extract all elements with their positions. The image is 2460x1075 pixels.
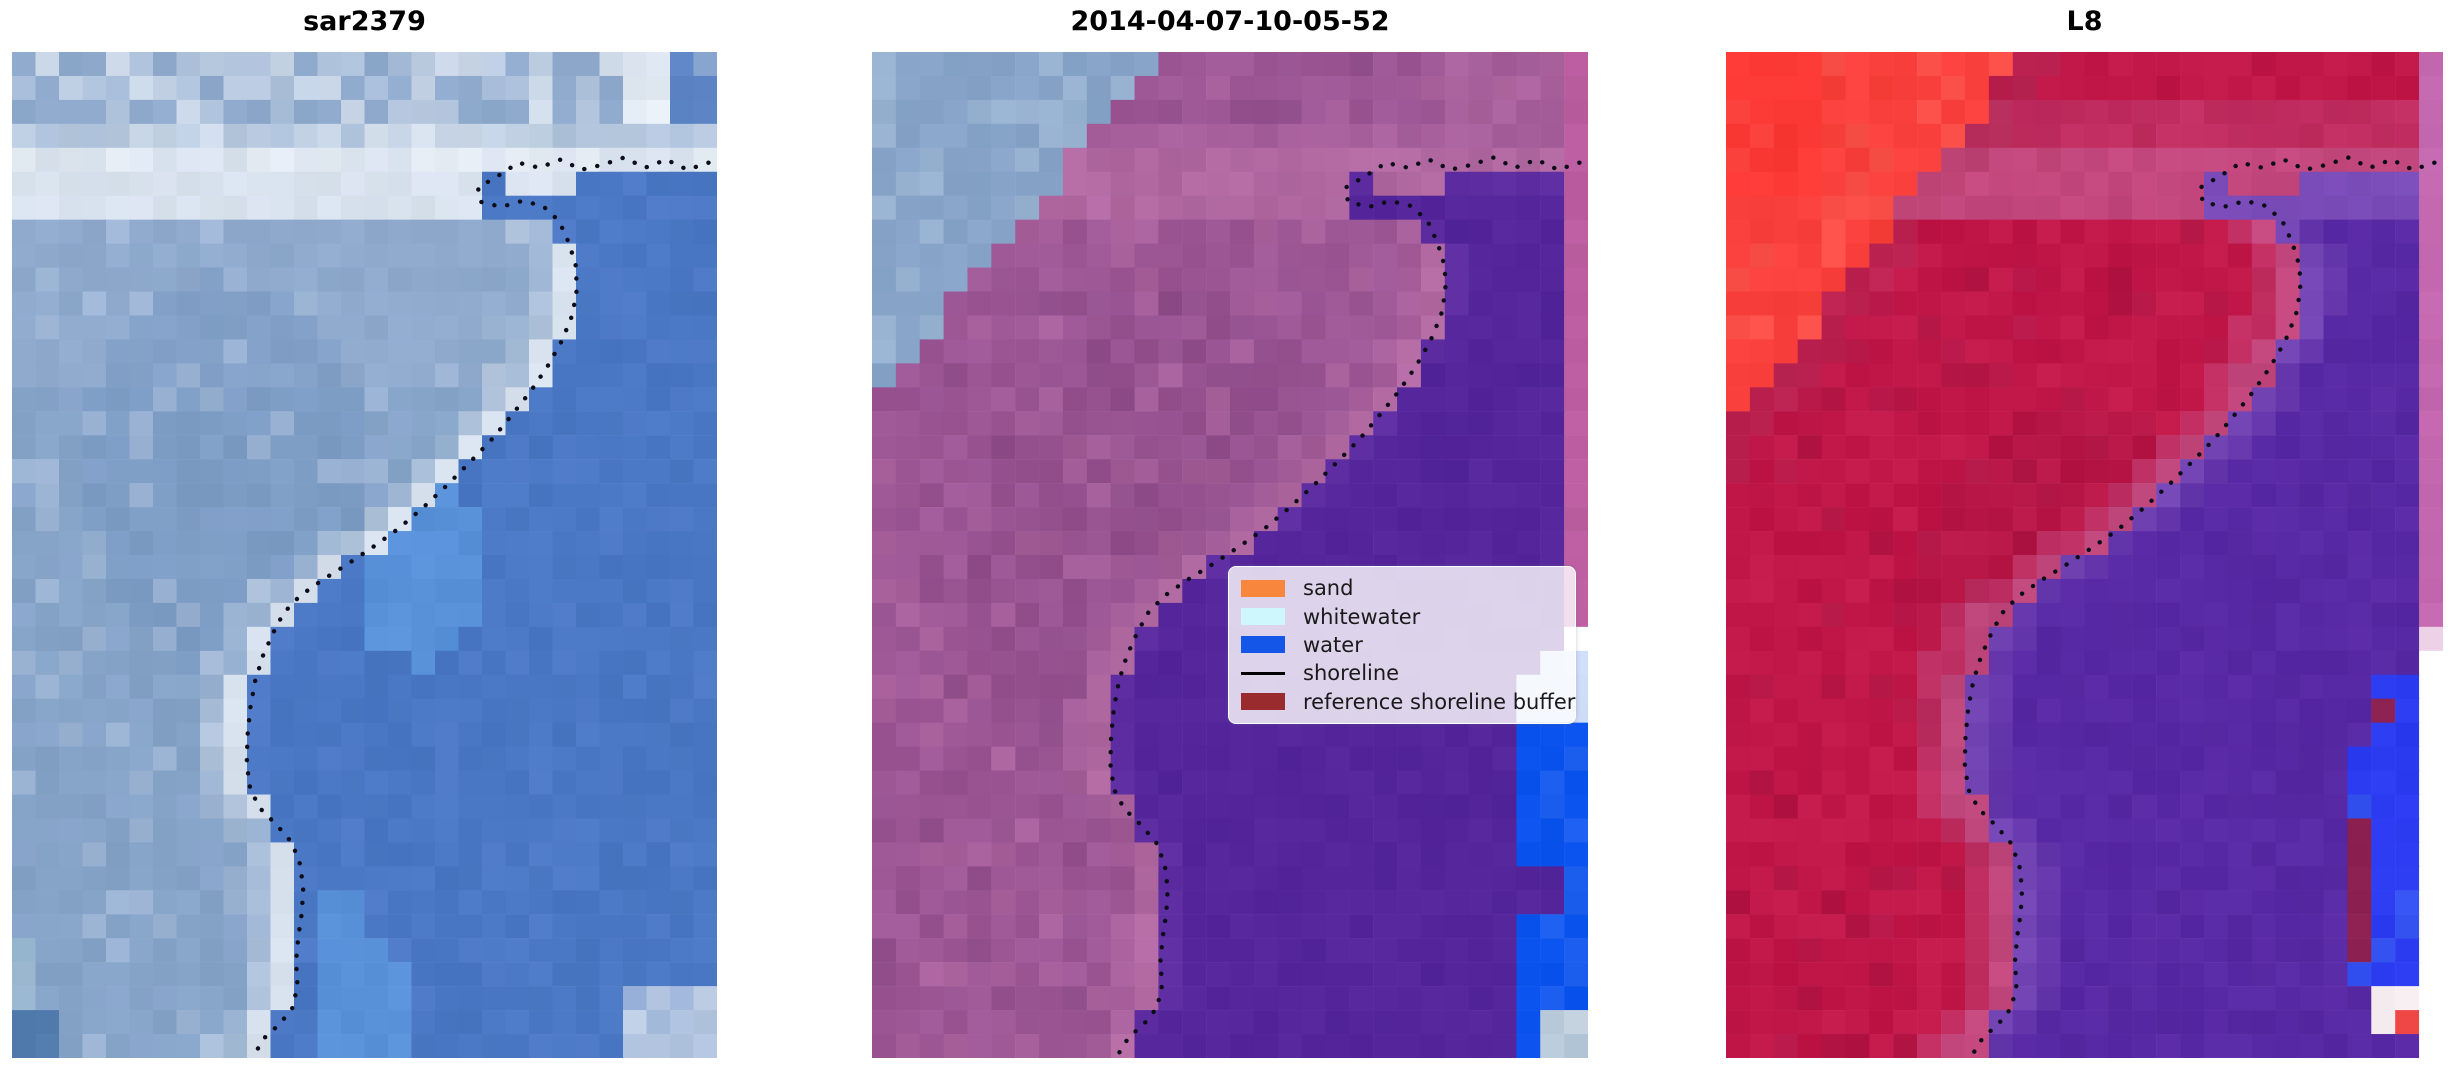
panel-classified-image: sand whitewater water shoreline reference sh… [872,52,1588,1058]
legend-item: reference shoreline buffer [1241,690,1575,714]
legend: sand whitewater water shoreline reference sh… [1228,566,1576,724]
legend-item-label: shoreline [1303,661,1400,686]
legend-items: sand whitewater water shoreline reference sh… [1229,567,1575,723]
shoreline-swatch [1241,671,1285,675]
legend-item: shoreline [1241,661,1563,685]
legend-item: water [1241,633,1563,657]
legend-item-label: whitewater [1303,604,1421,629]
legend-item-label: reference shoreline buffer [1303,689,1576,714]
panel-l8-image [1726,52,2443,1058]
panel-title-classified: 2014-04-07-10-05-52 [1070,6,1390,37]
l8-image-canvas [1726,52,2443,1058]
panel-sar-image [12,52,717,1058]
legend-item-label: sand [1303,576,1354,601]
water-swatch [1241,636,1285,654]
classified-image-canvas [872,52,1588,1058]
sar-image-canvas [12,52,717,1058]
panel-title-sar: sar2379 [303,6,426,37]
legend-item-label: water [1303,632,1363,657]
legend-item: whitewater [1241,605,1563,629]
sand-swatch [1241,579,1285,597]
whitewater-swatch [1241,608,1285,626]
legend-item: sand [1241,576,1563,600]
panel-title-l8: L8 [2066,6,2103,37]
reference-shoreline-buffer-swatch [1241,693,1285,711]
